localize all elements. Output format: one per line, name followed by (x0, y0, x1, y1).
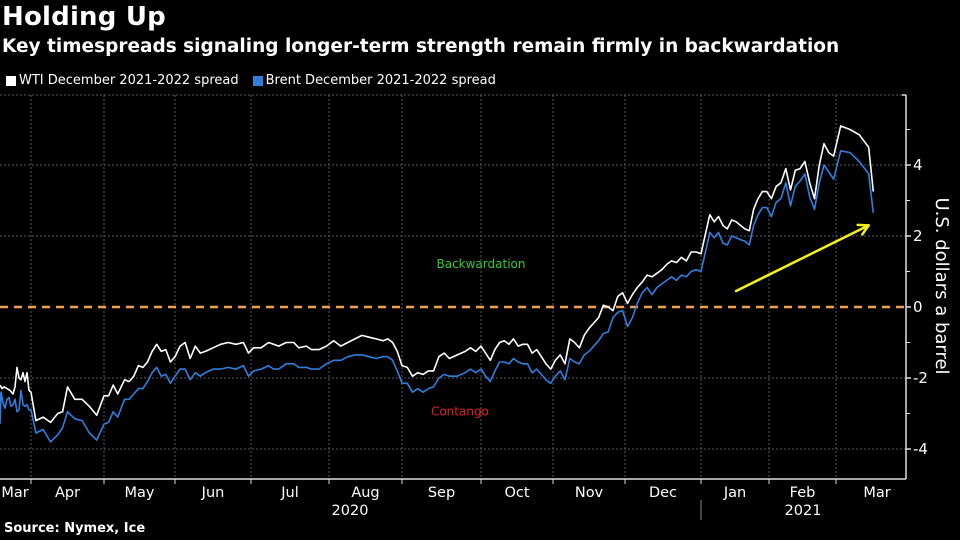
x-tick-label: Aug (351, 485, 379, 501)
contango-label: Contango (431, 404, 489, 418)
legend-item-wti: WTI December 2021-2022 spread (6, 73, 239, 88)
chart-subtitle: Key timespreads signaling longer-term st… (2, 36, 840, 57)
x-tick-label: May (125, 485, 155, 501)
y-axis-label: U.S. dollars a barrel (931, 197, 952, 374)
legend-label-brent: Brent December 2021-2022 spread (265, 73, 496, 88)
year-label: 2020 (332, 503, 369, 519)
x-tick-label: Jul (280, 485, 299, 501)
legend-swatch-brent (252, 75, 263, 86)
series-line-brent (0, 150, 875, 443)
x-tick-label: Jun (201, 485, 225, 501)
x-tick-label: Sep (428, 485, 455, 501)
x-tick-label: Apr (55, 485, 80, 501)
y-tick-label: -2 (913, 369, 928, 387)
legend: WTI December 2021-2022 spread Brent Dece… (6, 73, 496, 88)
x-tick-label: Jan (723, 485, 746, 501)
x-tick-label: Feb (790, 485, 816, 501)
annotations: Backwardation Contango (431, 223, 870, 418)
y-tick-label: 4 (913, 156, 923, 174)
y-tick-label: -4 (913, 440, 928, 458)
chart-title: Holding Up (2, 2, 166, 32)
x-tick-label: Dec (649, 485, 677, 501)
x-tick-label: Nov (575, 485, 604, 501)
legend-label-wti: WTI December 2021-2022 spread (19, 73, 239, 88)
legend-swatch-wti (6, 75, 16, 86)
source-note: Source: Nymex, Ice (4, 521, 146, 536)
y-tick-label: 0 (913, 298, 923, 316)
x-tick-label: Mar (1, 485, 28, 501)
trend-arrow-head (856, 223, 870, 236)
trend-arrow (734, 224, 870, 293)
axes: 4 2 0 -2 -4 Mar Apr May Jun Jul Aug Sep Oct Nov Dec Jan… (0, 94, 928, 520)
gridlines (0, 94, 906, 479)
series-line-wti (0, 125, 875, 424)
x-tick-label: Mar (863, 485, 890, 501)
backwardation-label: Backwardation (437, 257, 526, 271)
y-tick-label: 2 (913, 227, 923, 245)
year-label: 2021 (785, 503, 822, 519)
legend-item-brent: Brent December 2021-2022 spread (252, 73, 496, 88)
x-tick-label: Oct (504, 485, 529, 501)
series-lines (0, 125, 875, 443)
